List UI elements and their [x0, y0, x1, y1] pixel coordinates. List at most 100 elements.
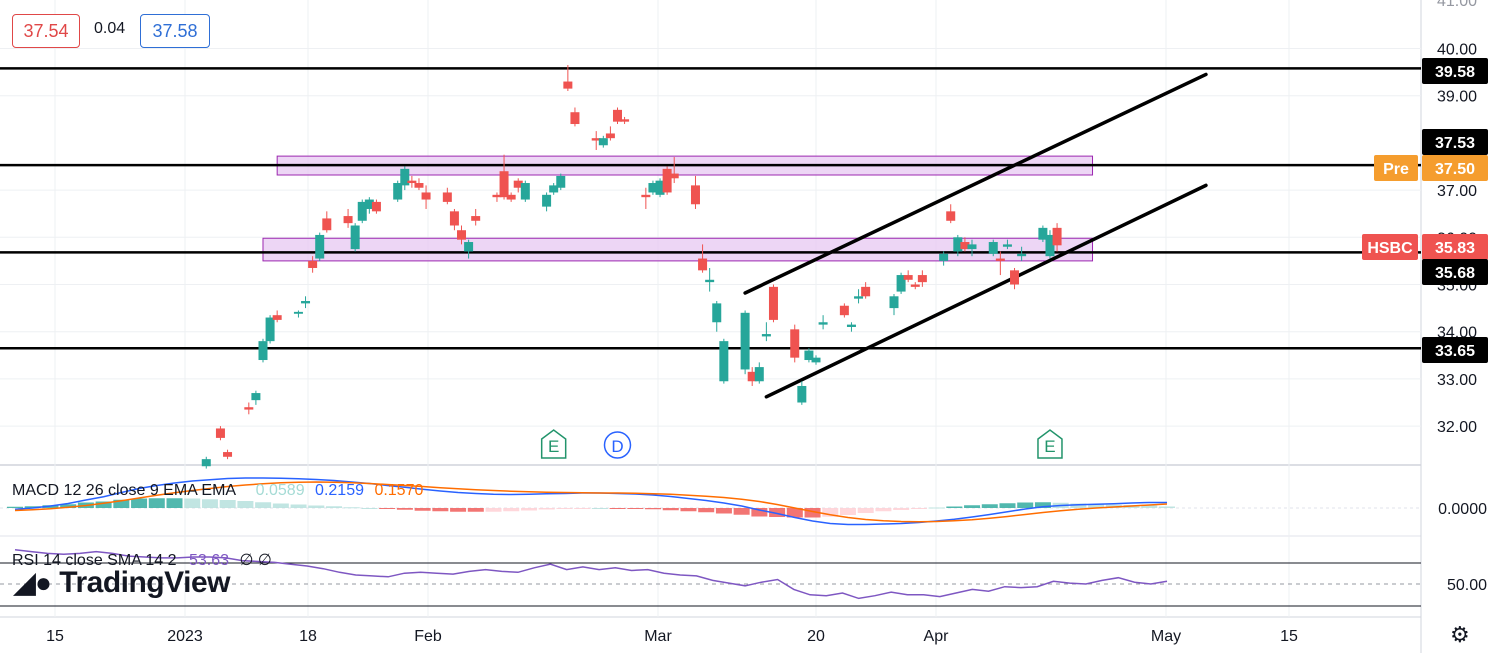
candle-body[interactable]	[421, 192, 431, 200]
candle-body[interactable]	[712, 303, 722, 323]
candle-body[interactable]	[662, 168, 672, 193]
candle-body[interactable]	[698, 258, 708, 271]
candle-body[interactable]	[272, 315, 282, 320]
candle-body[interactable]	[442, 192, 452, 202]
earnings-event-marker[interactable]	[540, 429, 567, 459]
candle-body[interactable]	[506, 194, 516, 200]
candle-body[interactable]	[414, 183, 424, 188]
candle-body[interactable]	[790, 329, 800, 358]
price-tag-37.53[interactable]	[1422, 129, 1488, 155]
candle-body[interactable]	[343, 216, 353, 224]
candle-body[interactable]	[896, 275, 906, 292]
candle-body[interactable]	[946, 211, 956, 221]
candle-body[interactable]	[322, 218, 332, 231]
price-tag-label-box[interactable]	[1362, 234, 1418, 260]
candle-body[interactable]	[563, 81, 573, 89]
candle-body[interactable]	[917, 275, 927, 283]
candle-body[interactable]	[754, 367, 764, 382]
candle-body[interactable]	[797, 385, 807, 403]
candle-body[interactable]	[492, 194, 502, 198]
candle-body[interactable]	[804, 350, 814, 361]
candle-body[interactable]	[910, 284, 920, 287]
candle-body[interactable]	[301, 301, 311, 304]
candle-body[interactable]	[350, 225, 360, 250]
candle-body[interactable]	[371, 201, 381, 212]
candle-body[interactable]	[761, 334, 771, 337]
candle-body[interactable]	[499, 171, 509, 198]
candle-body[interactable]	[315, 234, 325, 259]
price-tag-37.50[interactable]	[1422, 155, 1488, 181]
candle-body[interactable]	[740, 312, 750, 370]
candle-body[interactable]	[818, 322, 828, 325]
rsi-legend[interactable]: RSI 14 close SMA 14 2 53.63 ∅ ∅	[12, 550, 272, 570]
candle-body[interactable]	[861, 286, 871, 297]
price-tag-39.58[interactable]	[1422, 58, 1488, 84]
candle-body[interactable]	[251, 393, 261, 401]
candle-body[interactable]	[513, 180, 523, 188]
candle-body[interactable]	[244, 407, 254, 410]
candle-body[interactable]	[364, 199, 374, 209]
candle-body[interactable]	[612, 109, 622, 122]
candle-body[interactable]	[308, 260, 318, 268]
candle-body[interactable]	[591, 138, 601, 141]
candle-body[interactable]	[570, 112, 580, 125]
candle-body[interactable]	[846, 324, 856, 327]
candle-body[interactable]	[967, 244, 977, 250]
candle-body[interactable]	[747, 371, 757, 382]
candle-body[interactable]	[939, 253, 949, 261]
gear-icon[interactable]: ⚙	[1450, 622, 1470, 647]
dividend-event-marker[interactable]	[603, 431, 632, 459]
candle-body[interactable]	[854, 296, 864, 299]
candle-body[interactable]	[655, 180, 665, 195]
candle-body[interactable]	[542, 194, 552, 207]
candle-body[interactable]	[768, 286, 778, 320]
candle-body[interactable]	[598, 138, 608, 146]
candle-body[interactable]	[648, 183, 658, 193]
candle-body[interactable]	[265, 317, 275, 342]
candle-body[interactable]	[215, 428, 225, 438]
candle-body[interactable]	[705, 279, 715, 283]
candle-body[interactable]	[889, 296, 899, 309]
candle-body[interactable]	[393, 183, 403, 200]
candle-body[interactable]	[995, 258, 1005, 261]
candle-body[interactable]	[620, 119, 630, 122]
candle-body[interactable]	[953, 237, 963, 252]
candle-body[interactable]	[960, 242, 970, 250]
macd-legend[interactable]: MACD 12 26 close 9 EMA EMA 0.0589 0.2159…	[12, 482, 423, 500]
ask-price-box[interactable]: 37.58	[140, 14, 210, 48]
candle-body[interactable]	[719, 341, 729, 382]
candle-body[interactable]	[464, 242, 474, 252]
price-tag-35.83[interactable]	[1422, 234, 1488, 260]
candle-body[interactable]	[690, 185, 700, 205]
candle-body[interactable]	[407, 180, 417, 184]
candle-body[interactable]	[223, 452, 233, 457]
candle-body[interactable]	[293, 311, 303, 314]
candle-body[interactable]	[556, 175, 566, 188]
price-tag-35.68[interactable]	[1422, 259, 1488, 285]
candle-body[interactable]	[1017, 253, 1027, 257]
candle-body[interactable]	[1002, 244, 1012, 247]
candle-body[interactable]	[201, 459, 211, 467]
price-tag-label-box[interactable]	[1374, 155, 1418, 181]
channel-lower-line[interactable]	[764, 183, 1208, 399]
candle-body[interactable]	[1010, 270, 1020, 285]
candle-body[interactable]	[839, 305, 849, 316]
candle-body[interactable]	[258, 341, 268, 361]
candle-body[interactable]	[471, 216, 481, 221]
candle-body[interactable]	[903, 275, 913, 280]
channel-upper-line[interactable]	[743, 72, 1208, 295]
candle-body[interactable]	[1038, 227, 1048, 240]
candle-body[interactable]	[1052, 227, 1062, 246]
candle-body[interactable]	[357, 201, 367, 221]
candle-body[interactable]	[641, 194, 651, 198]
earnings-event-marker[interactable]	[1037, 429, 1063, 459]
candle-body[interactable]	[549, 185, 559, 193]
candle-body[interactable]	[1045, 234, 1055, 257]
candle-body[interactable]	[811, 357, 821, 363]
candle-body[interactable]	[988, 242, 998, 254]
bid-price-box[interactable]: 37.54	[12, 14, 80, 48]
support-resistance-zone[interactable]	[262, 237, 1094, 262]
candle-body[interactable]	[669, 173, 679, 179]
price-tag-33.65[interactable]	[1422, 337, 1488, 363]
